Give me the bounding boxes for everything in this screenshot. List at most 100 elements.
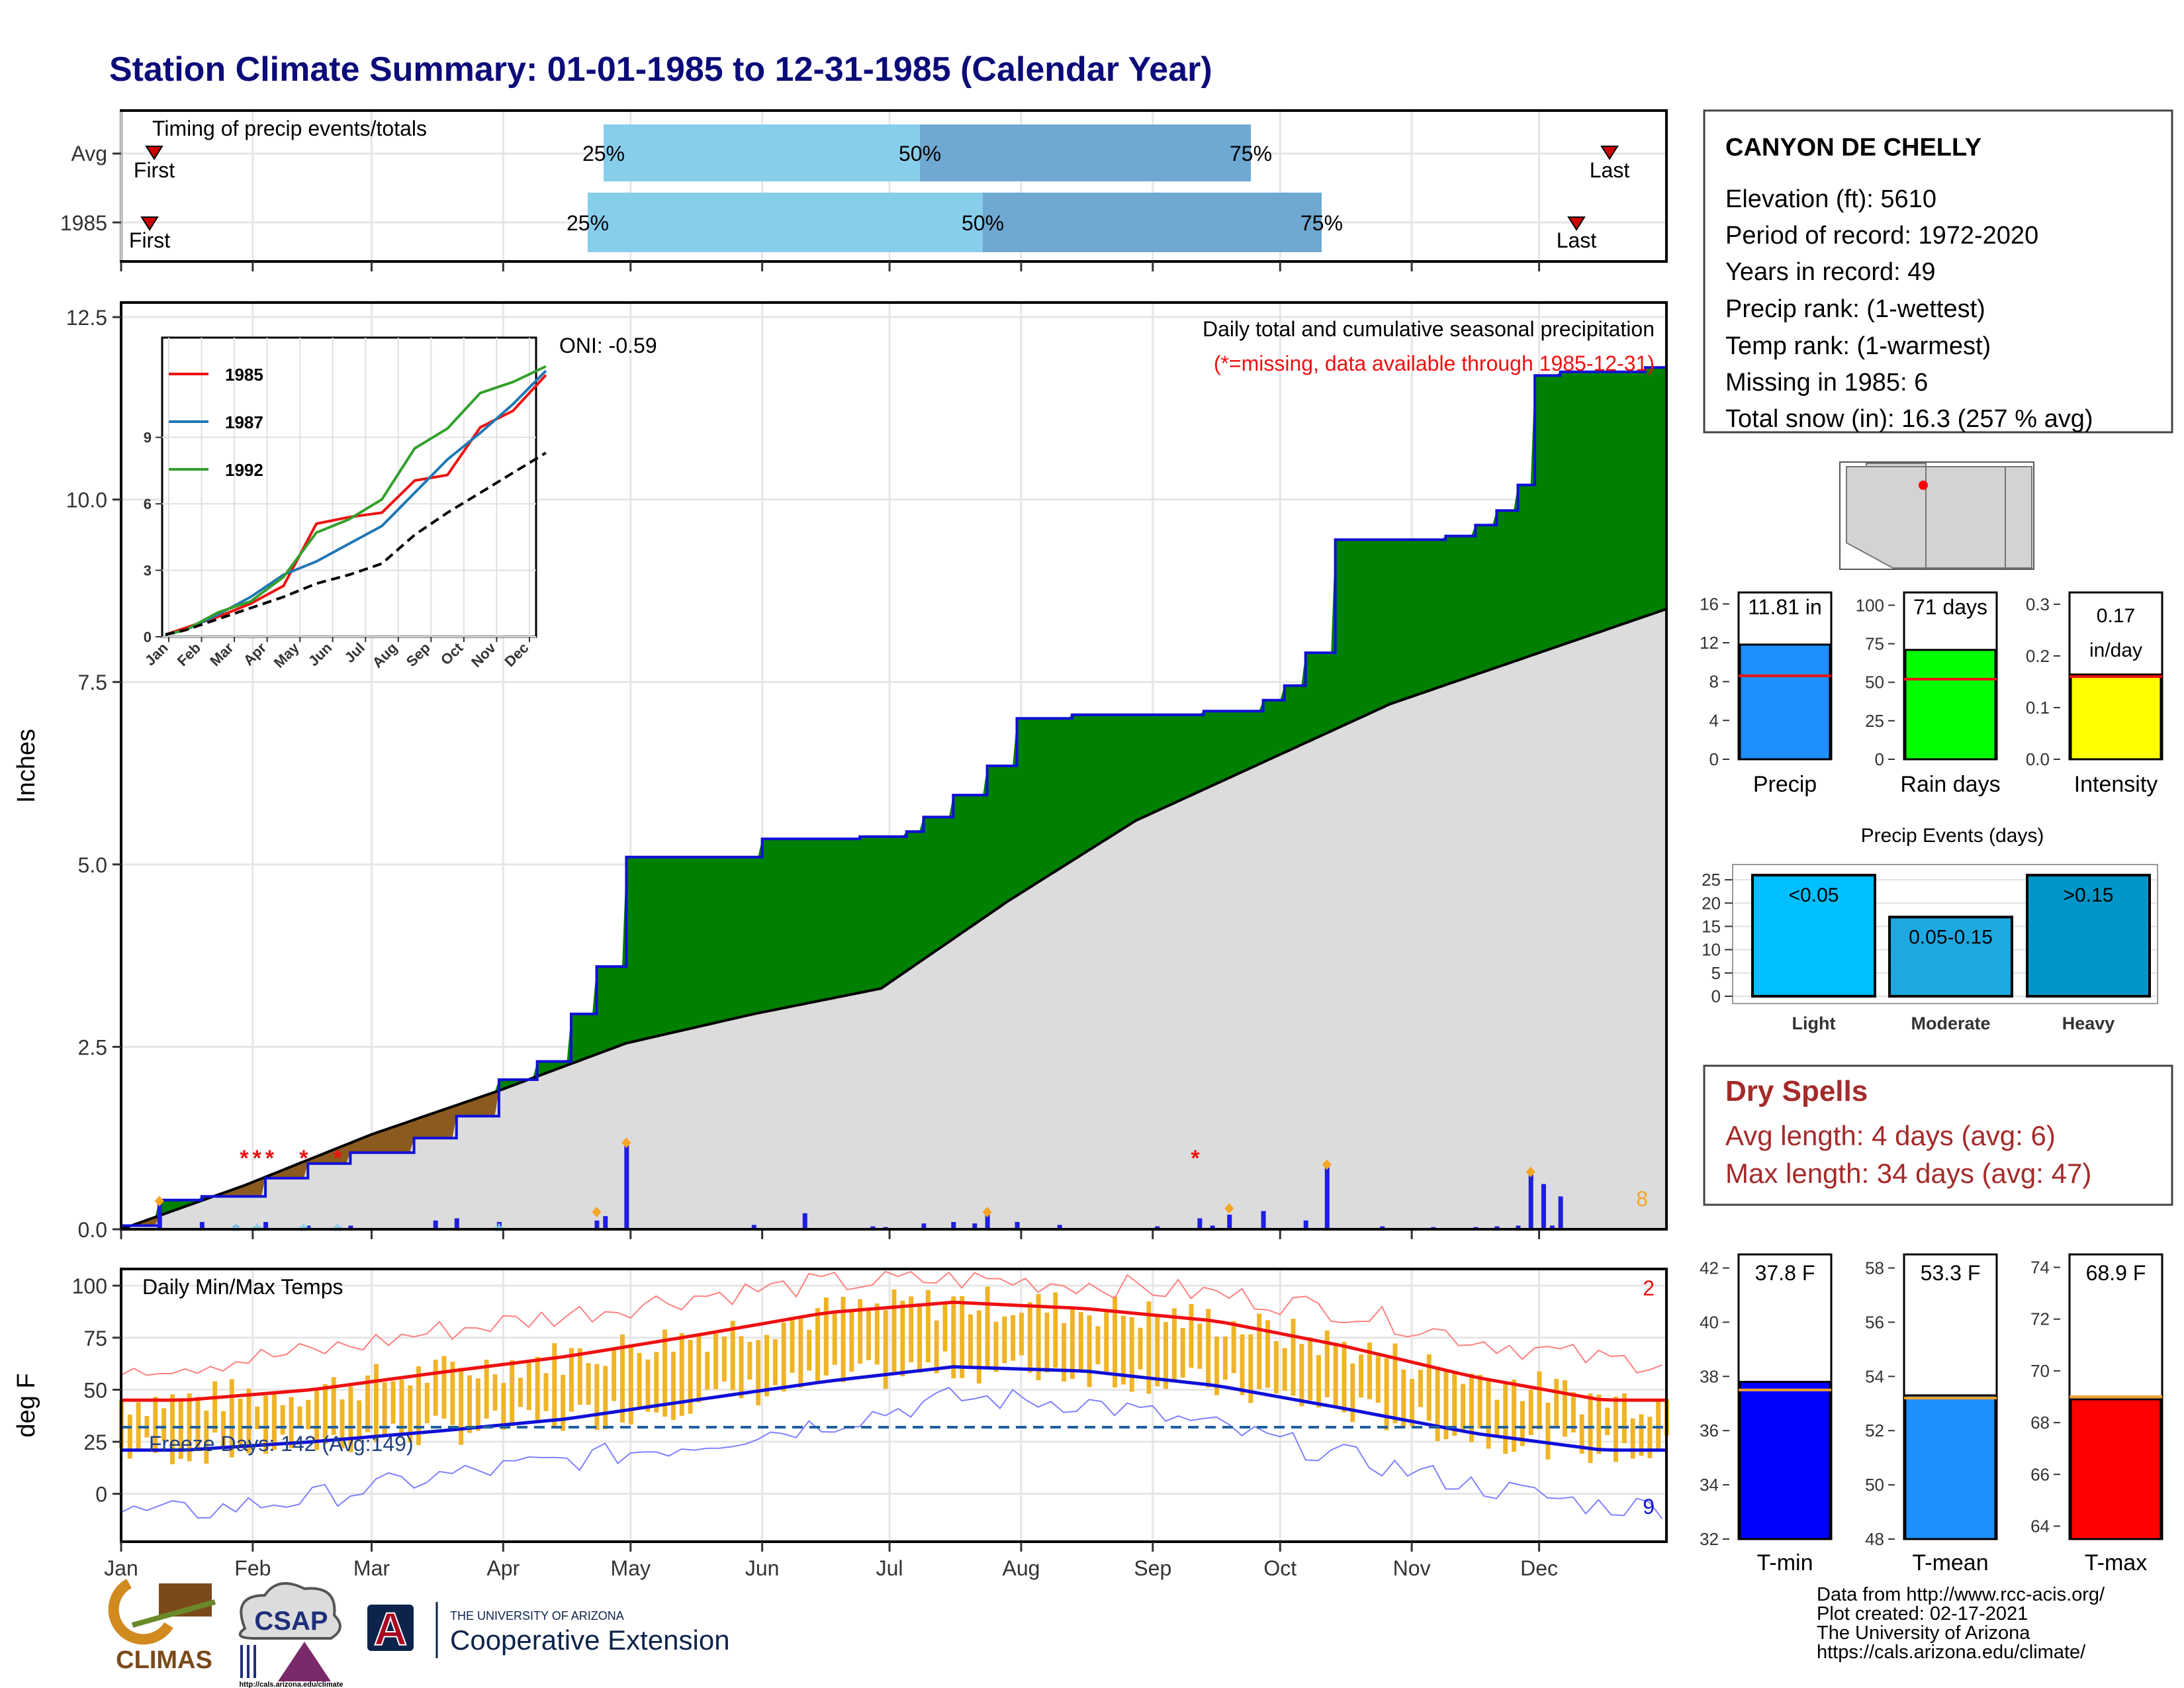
- y1985-last-label: Last: [1557, 228, 1597, 252]
- temp-bottom-count: 9: [1643, 1495, 1655, 1519]
- daily-temp-bar: [1087, 1315, 1092, 1387]
- snow-marker: *: [232, 1219, 240, 1243]
- precip-y-axis: 0.0 2.5 5.0 7.5 10.0 12.5: [66, 306, 121, 1242]
- daily-temp-bar: [790, 1317, 795, 1373]
- daily-temp-bar: [612, 1347, 617, 1401]
- events-title: Precip Events (days): [1861, 825, 2044, 847]
- daily-temp-bar: [127, 1414, 132, 1459]
- events-ytick-label: 0: [1711, 986, 1721, 1006]
- month-label: Sep: [1134, 1556, 1171, 1580]
- daily-temp-bar: [696, 1335, 702, 1403]
- precip-ytick-label: 7.5: [78, 671, 107, 694]
- daily-temp-bar: [645, 1359, 651, 1412]
- daily-temp-bar: [798, 1316, 803, 1388]
- events-category-label: Moderate: [1911, 1013, 1990, 1033]
- daily-temp-bar: [985, 1286, 990, 1368]
- cumulative-precip-line: [120, 366, 1666, 1227]
- mini-bar-intensity: 0.0 0.1 0.2 0.3 0.17 in/day Intensity: [2026, 591, 2163, 797]
- daily-temp-bar: [510, 1360, 515, 1427]
- temp-ytick-label: 25: [83, 1430, 107, 1454]
- daily-temp-bar: [1452, 1372, 1457, 1436]
- inset-legend: 1985 1987 1992: [169, 365, 263, 480]
- daily-temp-bar: [654, 1352, 659, 1413]
- daily-precip-bar: [1057, 1225, 1062, 1229]
- daily-temp-bar: [756, 1340, 761, 1406]
- station-years: Years in record: 49: [1725, 258, 1936, 286]
- temp-ytick-label: 100: [72, 1274, 107, 1298]
- daily-temp-bar: [569, 1348, 574, 1412]
- daily-temp-bar: [1545, 1402, 1551, 1460]
- temp-bar-t-min: 32 34 36 38 40 42 37.8 F T-min: [1700, 1253, 1833, 1575]
- daily-temp-bar: [1095, 1326, 1101, 1365]
- daily-precip-bar: [1197, 1218, 1203, 1229]
- daily-temp-bar: [730, 1321, 735, 1390]
- state-arizona: [1846, 466, 1927, 569]
- daily-temp-bar: [1656, 1400, 1661, 1449]
- annual-temp-bars: 32 34 36 38 40 42 37.8 F T-min 48 50 52 54 56 58 53.3 …: [1700, 1253, 2163, 1575]
- daily-temp-bar: [357, 1400, 362, 1441]
- mini-ytick-label: 0.0: [2026, 749, 2050, 769]
- snow-marker: *: [495, 1219, 504, 1243]
- daily-temp-bar: [1461, 1383, 1466, 1430]
- daily-temp-bar: [1520, 1401, 1525, 1446]
- y1985-first-marker: [140, 216, 159, 231]
- daily-temp-bar: [220, 1411, 226, 1450]
- footer: CLIMAS CSAP http://cals.arizona.edu/clim…: [108, 1578, 2105, 1688]
- daily-temp-bar: [1113, 1296, 1118, 1387]
- avg-last-label: Last: [1590, 158, 1630, 182]
- credit-line-3: The University of Arizona: [1817, 1622, 2030, 1644]
- daily-precip-bar: [985, 1214, 990, 1229]
- precip-ytick-label: 5.0: [78, 853, 107, 877]
- daily-temp-bar: [1342, 1342, 1347, 1413]
- inset-ytick-label: 0: [144, 629, 152, 645]
- daily-precip-bar: [751, 1225, 756, 1229]
- daily-temp-bar: [1401, 1369, 1406, 1429]
- daily-temp-bar: [1273, 1340, 1279, 1393]
- daily-temp-bar: [297, 1406, 302, 1429]
- ua-letter: A: [374, 1603, 408, 1655]
- avg-last-marker: [1600, 146, 1619, 160]
- daily-temp-bar: [1596, 1394, 1602, 1454]
- daily-temp-bar: [306, 1399, 311, 1430]
- daily-precip-bar: [234, 1225, 239, 1229]
- avg-25-50-bar: [604, 124, 920, 181]
- daily-temp-bar: [866, 1307, 872, 1360]
- daily-temp-bar: [739, 1336, 744, 1399]
- credit-line-1: Data from http://www.rcc-acis.org/: [1817, 1584, 2105, 1605]
- daily-temp-bar: [849, 1311, 854, 1372]
- daily-temp-bar: [204, 1410, 209, 1464]
- daily-temp-bar: [441, 1356, 447, 1419]
- temp-ytick-label: 34: [1700, 1475, 1719, 1495]
- mini-bar-value: [1904, 649, 1997, 761]
- daily-temp-bar: [382, 1382, 387, 1436]
- daily-temp-bar: [586, 1363, 591, 1405]
- daily-temp-bar: [1180, 1328, 1185, 1378]
- legend-1985: 1985: [225, 365, 263, 385]
- daily-temp-bar: [255, 1406, 260, 1430]
- daily-precip-bar: [921, 1223, 927, 1229]
- dry-spells-box: Dry Spells Avg length: 4 days (avg: 6) M…: [1703, 1064, 2173, 1206]
- precip-caption: Daily total and cumulative seasonal prec…: [1203, 317, 1655, 341]
- csap-url: http://cals.arizona.edu/climate: [239, 1681, 343, 1688]
- timing-panel: Timing of precip events/totals Avg 25% 5…: [60, 109, 1668, 271]
- daily-temp-bar: [747, 1342, 752, 1380]
- mini-ytick-label: 0.3: [2026, 594, 2050, 614]
- station-name: CANYON DE CHELLY: [1725, 134, 1981, 162]
- daily-temp-bar: [807, 1330, 812, 1371]
- daily-temp-bar: [764, 1335, 770, 1397]
- mini-ytick-label: 100: [1856, 595, 1884, 615]
- events-ytick-label: 10: [1702, 940, 1721, 960]
- temp-bar-value-label: 53.3 F: [1921, 1261, 1981, 1285]
- freeze-days-label: Freeze Days: 142 (Avg:149): [149, 1432, 414, 1456]
- month-label: May: [611, 1556, 651, 1580]
- daily-temp-bar: [1537, 1371, 1542, 1430]
- daily-temp-bar: [535, 1356, 540, 1423]
- inset-ytick-label: 3: [144, 563, 152, 579]
- temp-ytick-label: 50: [1865, 1475, 1884, 1495]
- missing-data-marker: *: [1191, 1146, 1200, 1171]
- daily-temp-bar: [891, 1289, 897, 1372]
- state-texas: [2005, 466, 2032, 569]
- daily-temp-bar: [153, 1397, 158, 1454]
- daily-precip-bar: [157, 1203, 162, 1229]
- daily-precip-bar: [1155, 1226, 1160, 1229]
